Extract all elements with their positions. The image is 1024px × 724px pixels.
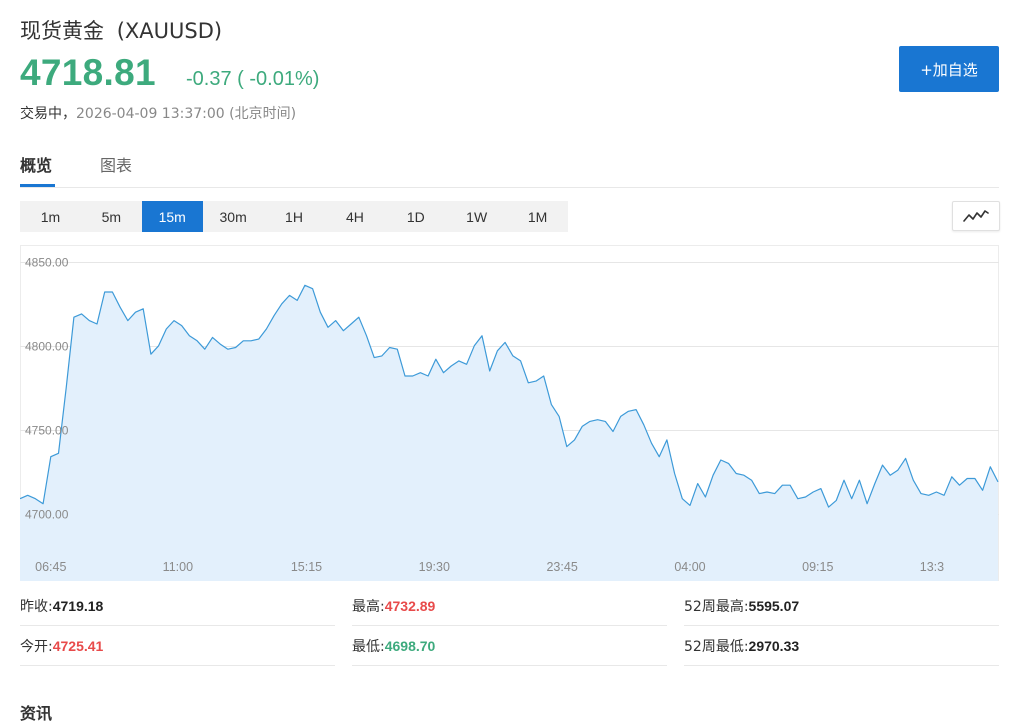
stat-52w-low: 52周最低: 2970.33	[684, 627, 999, 666]
price-chart[interactable]: 4850.00 4800.00 4750.00 4700.00 06:45 11:00 15…	[20, 245, 999, 581]
stat-open: 今开: 4725.41	[20, 627, 335, 666]
stat-label: 昨收:	[20, 599, 53, 615]
y-tick-label: 4850.00	[25, 256, 69, 270]
period-1mo[interactable]: 1M	[527, 208, 548, 225]
stat-prev-close: 昨收: 4719.18	[20, 587, 335, 626]
stat-high: 最高: 4732.89	[352, 587, 667, 626]
add-watchlist-button[interactable]: +加自选	[899, 46, 999, 92]
x-tick-label: 04:00	[674, 560, 705, 574]
x-tick-label: 11:00	[163, 560, 193, 574]
stat-label: 52周最高:	[684, 599, 749, 615]
stats-panel: 昨收: 4719.18 最高: 4732.89 52周最高: 5595.07 今…	[20, 587, 999, 667]
x-tick-label: 23:45	[546, 560, 577, 574]
tab-bar: 概览 图表	[20, 140, 999, 188]
chart-type-button[interactable]	[952, 201, 1000, 231]
news-heading: 资讯	[20, 704, 53, 723]
change-percent: ( -0.01%)	[237, 68, 320, 90]
tab-chart[interactable]: 图表	[100, 156, 133, 175]
stats-row: 昨收: 4719.18 最高: 4732.89 52周最高: 5595.07	[20, 587, 999, 627]
period-1d[interactable]: 1D	[406, 208, 425, 225]
instrument-title: 现货黄金 (XAUUSD)	[20, 15, 222, 45]
stat-value: 4719.18	[52, 598, 104, 614]
stat-label: 52周最低:	[684, 639, 749, 655]
instrument-symbol: (XAUUSD)	[116, 19, 223, 43]
x-tick-label: 13:3	[920, 560, 944, 574]
change-value: -0.37	[186, 68, 232, 90]
stat-value: 2970.33	[748, 638, 800, 654]
x-tick-label: 15:15	[291, 560, 322, 574]
last-price: 4718.81	[20, 52, 156, 93]
period-selector: 1m 5m 15m 30m 1H 4H 1D 1W 1M	[20, 201, 568, 232]
stat-low: 最低: 4698.70	[352, 627, 667, 666]
stat-value: 4732.89	[384, 598, 436, 614]
stats-row: 今开: 4725.41 最低: 4698.70 52周最低: 2970.33	[20, 627, 999, 667]
period-1h[interactable]: 1H	[285, 208, 303, 225]
price-change: -0.37 ( -0.01%)	[186, 68, 319, 91]
tab-overview[interactable]: 概览	[20, 156, 53, 175]
period-1w[interactable]: 1W	[466, 208, 488, 225]
y-tick-label: 4700.00	[25, 508, 69, 522]
instrument-name: 现货黄金	[20, 19, 104, 43]
price-line	[20, 284, 999, 508]
price-area-fill	[20, 285, 998, 581]
period-5m[interactable]: 5m	[101, 208, 122, 225]
period-15m[interactable]: 15m	[141, 201, 203, 232]
stat-label: 今开:	[20, 639, 53, 655]
trading-status: 交易中，2026-04-09 13:37:00 (北京时间)	[20, 103, 296, 123]
x-tick-label: 06:45	[35, 560, 66, 574]
period-30m[interactable]: 30m	[219, 208, 247, 225]
x-tick-label: 09:15	[802, 560, 833, 574]
stat-value: 4698.70	[384, 638, 436, 654]
status-text: 交易中，	[20, 106, 76, 122]
stat-value: 4725.41	[52, 638, 104, 654]
stat-label: 最低:	[352, 639, 385, 655]
chart-canvas[interactable]: 4850.00 4800.00 4750.00 4700.00 06:45 11:00 15…	[20, 245, 999, 581]
stat-label: 最高:	[352, 599, 385, 615]
active-tab-indicator	[20, 184, 55, 187]
period-1m[interactable]: 1m	[40, 208, 61, 225]
line-chart-icon	[963, 210, 989, 222]
x-tick-label: 19:30	[419, 560, 450, 574]
y-tick-label: 4800.00	[25, 340, 69, 354]
period-4h[interactable]: 4H	[345, 208, 364, 225]
timezone: (北京时间)	[229, 106, 297, 122]
stat-value: 5595.07	[748, 598, 800, 614]
stat-52w-high: 52周最高: 5595.07	[684, 587, 999, 626]
y-tick-label: 4750.00	[25, 424, 69, 438]
timestamp: 2026-04-09 13:37:00	[76, 106, 225, 122]
